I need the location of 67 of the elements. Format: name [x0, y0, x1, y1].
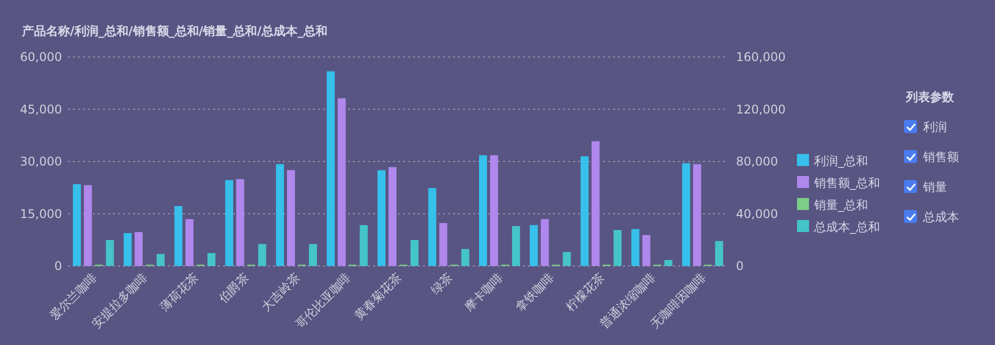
chart-title: 产品名称/利润_总和/销售额_总和/销量_总和/总成本_总和 — [21, 24, 328, 38]
bar — [664, 260, 672, 266]
x-tick-label: 大吉岭茶 — [258, 270, 303, 314]
x-tick-label: 摩卡咖啡 — [462, 270, 506, 314]
bar — [614, 230, 622, 266]
y-tick-label: 0 — [54, 259, 62, 273]
bar — [72, 184, 81, 266]
x-tick-label: 伯爵茶 — [216, 270, 252, 306]
y2-tick-label: 120,000 — [736, 102, 786, 116]
bar — [236, 179, 244, 266]
bar — [562, 252, 571, 266]
bar — [428, 188, 436, 266]
text: 销售额 — [922, 150, 959, 164]
bar — [479, 155, 488, 266]
bar — [540, 219, 549, 266]
bar — [360, 225, 368, 266]
bar — [715, 241, 724, 266]
legend-label: 总成本_总和 — [813, 220, 880, 234]
bar — [124, 233, 132, 266]
bar — [512, 226, 520, 266]
bar — [580, 156, 589, 266]
text: 列表参数 — [905, 90, 955, 104]
bar — [326, 71, 335, 266]
bar — [631, 229, 640, 266]
text: 利润 — [923, 120, 947, 134]
x-tick-label: 绿茶 — [428, 270, 455, 298]
bar — [388, 167, 396, 266]
y2-tick-label: 0 — [736, 259, 744, 273]
x-tick-label: 黄春菊花茶 — [352, 270, 404, 323]
x-tick-label: 拿铁咖啡 — [512, 270, 556, 314]
x-tick-label: 柠檬花茶 — [563, 270, 608, 314]
legend-label: 销售额_总和 — [813, 176, 880, 190]
y-tick-label: 30,000 — [20, 154, 62, 168]
bar — [642, 235, 650, 266]
bar — [490, 155, 498, 266]
bar — [134, 232, 143, 266]
bar — [276, 164, 284, 266]
y2-tick-label: 80,000 — [736, 154, 778, 168]
bar — [439, 223, 448, 266]
bar — [410, 240, 418, 266]
bar — [378, 170, 386, 266]
bar — [225, 180, 234, 266]
text: 销量 — [922, 180, 947, 194]
bar — [308, 244, 317, 266]
bar — [693, 164, 702, 266]
bar — [592, 141, 600, 266]
y-tick-label: 15,000 — [20, 206, 62, 221]
bar — [338, 98, 346, 266]
bar — [682, 163, 690, 266]
legend-label: 利润_总和 — [814, 154, 868, 168]
legend-label: 销量_总和 — [813, 198, 868, 212]
bar — [185, 219, 194, 266]
bar — [207, 253, 216, 266]
bar — [156, 254, 165, 266]
bar — [174, 206, 182, 266]
bar — [84, 185, 92, 266]
y-tick-label: 60,000 — [20, 50, 62, 64]
y-tick-label: 45,000 — [20, 102, 62, 116]
bar — [286, 170, 295, 266]
bar — [530, 225, 538, 266]
bar — [461, 249, 470, 266]
bar — [106, 240, 114, 266]
bar — [258, 244, 266, 266]
y2-tick-label: 160,000 — [736, 50, 786, 64]
text: 总成本 — [922, 210, 959, 224]
x-tick-label: 薄荷花茶 — [157, 270, 202, 314]
y2-tick-label: 40,000 — [736, 206, 778, 221]
